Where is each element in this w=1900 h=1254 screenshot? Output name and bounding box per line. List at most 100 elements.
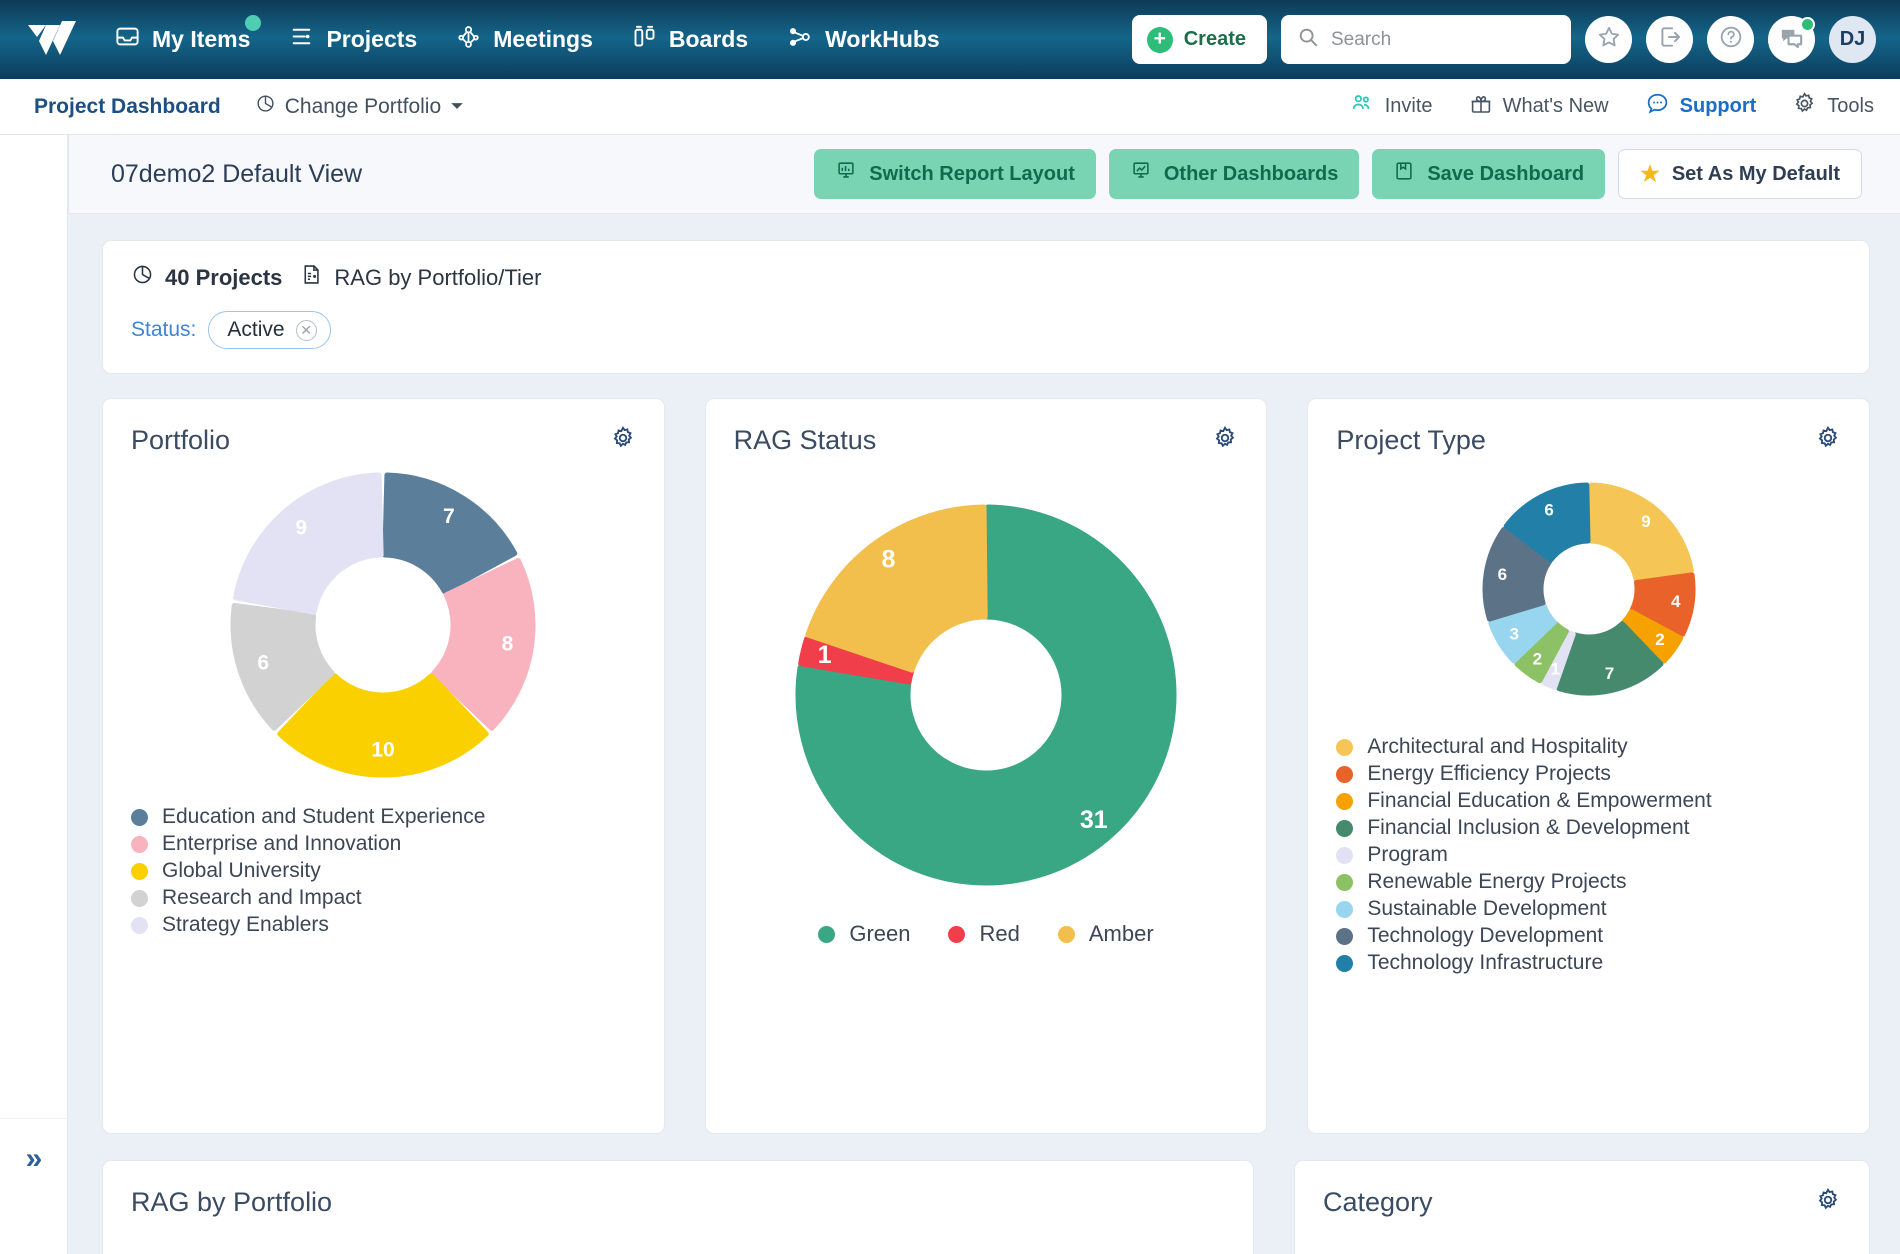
card-header: Project Type <box>1336 425 1841 456</box>
rail-expand-button[interactable]: » <box>0 1118 68 1198</box>
legend-label: Financial Inclusion & Development <box>1367 815 1690 839</box>
dashboard-scroll-area[interactable]: 40 Projects RAG by Portfolio/Tier <box>68 214 1900 1254</box>
favorites-button[interactable] <box>1585 16 1632 63</box>
change-portfolio-dropdown[interactable]: Change Portfolio <box>255 93 464 120</box>
donut-svg: 7 8 10 6 9 <box>230 472 536 778</box>
legend-color-swatch <box>1336 873 1354 891</box>
donut-slice[interactable] <box>1482 527 1552 622</box>
legend-item[interactable]: Renewable Energy Projects <box>1336 869 1841 896</box>
sub-navigation-bar: Project Dashboard Change Portfolio Invit… <box>0 79 1900 135</box>
whats-new-link[interactable]: What's New <box>1469 92 1609 122</box>
legend-item[interactable]: Education and Student Experience <box>131 804 636 831</box>
sign-in-icon <box>1657 24 1683 55</box>
rag-status-legend: Green Red Amber <box>734 920 1239 948</box>
donut-slice[interactable] <box>1629 572 1696 637</box>
donut-slice[interactable] <box>1587 482 1694 583</box>
card-title: Project Type <box>1336 425 1486 455</box>
report-name[interactable]: RAG by Portfolio/Tier <box>300 263 541 292</box>
legend-item[interactable]: Technology Infrastructure <box>1336 950 1841 977</box>
bottom-charts-row: RAG by Portfolio Category <box>102 1160 1870 1254</box>
nav-item-meetings[interactable]: Meetings <box>453 17 595 62</box>
nav-item-projects[interactable]: Projects <box>286 17 419 62</box>
gear-icon[interactable] <box>1212 425 1238 456</box>
sign-in-button[interactable] <box>1646 16 1693 63</box>
portfolio-donut-chart[interactable]: 7 8 10 6 9 <box>131 460 636 790</box>
search-input[interactable] <box>1331 28 1555 51</box>
slice-value-label: 31 <box>1080 806 1108 834</box>
breadcrumb[interactable]: Project Dashboard <box>34 94 221 118</box>
search-box[interactable] <box>1281 15 1571 64</box>
create-button[interactable]: + Create <box>1131 15 1267 64</box>
gear-icon[interactable] <box>610 425 636 456</box>
workfront-logo[interactable] <box>26 19 90 61</box>
legend-label: Energy Efficiency Projects <box>1367 761 1611 785</box>
slice-value-label: 9 <box>1641 512 1650 531</box>
project-type-legend: Architectural and Hospitality Energy Effi… <box>1336 734 1841 977</box>
legend-item[interactable]: Technology Development <box>1336 923 1841 950</box>
legend-item[interactable]: Financial Inclusion & Development <box>1336 815 1841 842</box>
dashboard-content: 07demo2 Default View Switch Report Layou… <box>68 135 1900 1254</box>
close-icon[interactable]: ✕ <box>295 319 317 341</box>
messages-unread-badge <box>1800 17 1815 32</box>
legend-item[interactable]: Program <box>1336 842 1841 869</box>
chevron-down-icon <box>450 95 464 119</box>
donut-slice[interactable] <box>277 673 490 778</box>
legend-item[interactable]: Green <box>818 920 910 948</box>
slice-value-label: 10 <box>372 739 395 762</box>
other-dashboards-button[interactable]: Other Dashboards <box>1108 149 1360 199</box>
star-icon: ★ <box>1640 161 1660 186</box>
legend-item[interactable]: Enterprise and Innovation <box>131 831 636 858</box>
slice-value-label: 1 <box>818 641 832 669</box>
rag-status-donut-chart[interactable]: 31 1 8 <box>734 490 1239 900</box>
save-dashboard-button[interactable]: Save Dashboard <box>1372 149 1606 199</box>
workhubs-icon <box>786 23 814 57</box>
pie-chart-icon <box>131 263 154 292</box>
donut-slice[interactable] <box>1556 621 1664 696</box>
project-count-label: 40 Projects <box>165 264 283 290</box>
legend-item[interactable]: Strategy Enablers <box>131 912 636 939</box>
legend-item[interactable]: Red <box>948 920 1020 948</box>
legend-item[interactable]: Energy Efficiency Projects <box>1336 761 1841 788</box>
nav-item-my-items[interactable]: My Items <box>112 15 262 62</box>
legend-item[interactable]: Financial Education & Empowerment <box>1336 788 1841 815</box>
legend-item[interactable]: Amber <box>1057 920 1154 948</box>
sub-nav-right-group: Invite What's New <box>1350 91 1874 122</box>
gear-icon[interactable] <box>1815 425 1841 456</box>
chevron-double-right-icon: » <box>25 1141 43 1175</box>
legend-color-swatch <box>1336 765 1354 783</box>
card-rag-status: RAG Status 31 1 8 Green Red Amber <box>704 398 1268 1134</box>
nav-item-boards[interactable]: Boards <box>629 17 750 62</box>
support-link[interactable]: Support <box>1645 91 1756 122</box>
help-icon <box>1718 24 1744 55</box>
donut-slice[interactable] <box>382 472 518 595</box>
help-button[interactable] <box>1707 16 1754 63</box>
nav-item-workhubs[interactable]: WorkHubs <box>784 17 942 63</box>
donut-slice[interactable] <box>233 472 384 615</box>
report-layout-icon <box>835 160 857 188</box>
main-nav-items: My Items Projects <box>112 15 942 63</box>
legend-color-swatch <box>1336 900 1354 918</box>
gear-icon[interactable] <box>1815 1187 1841 1218</box>
donut-slice[interactable] <box>805 504 988 673</box>
messages-button[interactable] <box>1768 16 1815 63</box>
legend-color-swatch <box>131 916 148 934</box>
invite-link[interactable]: Invite <box>1350 91 1433 122</box>
switch-report-layout-button[interactable]: Switch Report Layout <box>814 149 1096 199</box>
avatar[interactable]: DJ <box>1829 16 1876 63</box>
donut-slice[interactable] <box>1503 482 1591 563</box>
status-filter-chip[interactable]: Active ✕ <box>208 311 331 349</box>
legend-item[interactable]: Sustainable Development <box>1336 896 1841 923</box>
donut-slice[interactable] <box>431 557 536 731</box>
filter-top-row: 40 Projects RAG by Portfolio/Tier <box>131 263 1841 292</box>
slice-value-label: 2 <box>1532 649 1541 668</box>
donut-slice[interactable] <box>1487 602 1557 664</box>
legend-label: Strategy Enablers <box>162 912 329 936</box>
donut-slice[interactable] <box>230 602 336 731</box>
tools-link[interactable]: Tools <box>1792 91 1874 122</box>
legend-item[interactable]: Research and Impact <box>131 885 636 912</box>
legend-item[interactable]: Global University <box>131 858 636 885</box>
donut-slice[interactable] <box>795 504 1177 886</box>
legend-item[interactable]: Architectural and Hospitality <box>1336 734 1841 761</box>
set-as-my-default-button[interactable]: ★ Set As My Default <box>1618 149 1862 199</box>
